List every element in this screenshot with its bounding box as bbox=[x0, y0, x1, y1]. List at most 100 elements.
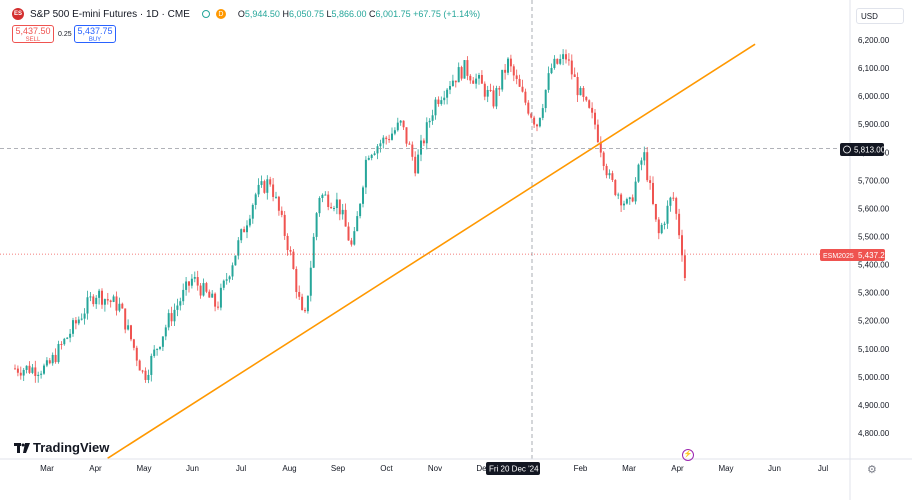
candle-body bbox=[193, 277, 196, 279]
candle-body bbox=[246, 225, 248, 233]
candle-body bbox=[199, 285, 202, 296]
candle-body bbox=[335, 199, 338, 209]
time-tick-label: May bbox=[136, 464, 151, 473]
candle-body bbox=[420, 140, 422, 155]
candle-body bbox=[463, 60, 466, 79]
candle-body bbox=[54, 354, 57, 363]
candle-body bbox=[469, 75, 472, 81]
time-tick-label: Jul bbox=[818, 464, 828, 473]
candle-body bbox=[338, 199, 341, 215]
time-tick-label: Dec bbox=[476, 464, 490, 473]
candle-body bbox=[350, 240, 353, 245]
candle-body bbox=[536, 124, 538, 127]
candle-body bbox=[408, 143, 411, 145]
candle-body bbox=[396, 122, 399, 131]
candle-body bbox=[95, 297, 98, 305]
price-tick-label: 5,700.00 bbox=[858, 176, 890, 185]
candle-body bbox=[466, 60, 469, 76]
candle-body bbox=[678, 213, 681, 236]
candle-body bbox=[425, 122, 428, 144]
candle-body bbox=[318, 198, 321, 214]
chart-title[interactable]: S&P 500 E-mini Futures · 1D · CME bbox=[30, 8, 190, 20]
candle-body bbox=[620, 194, 623, 206]
tradingview-logo-icon bbox=[14, 442, 30, 453]
candle-body bbox=[367, 157, 370, 160]
market-status-icon[interactable] bbox=[201, 10, 210, 18]
time-tick-label: Jun bbox=[768, 464, 781, 473]
candle-body bbox=[376, 146, 379, 154]
candle-body bbox=[654, 204, 657, 220]
candle-body bbox=[364, 159, 367, 188]
candle-body bbox=[277, 196, 280, 211]
candle-body bbox=[391, 133, 393, 140]
candle-body bbox=[507, 58, 509, 73]
sell-button[interactable]: 5,437.50 SELL bbox=[12, 25, 54, 43]
tradingview-logo[interactable]: TradingView bbox=[14, 440, 109, 455]
candle-body bbox=[34, 367, 37, 377]
candle-body bbox=[373, 153, 376, 155]
price-tick-label: 5,300.00 bbox=[858, 289, 890, 298]
candle-body bbox=[118, 303, 121, 311]
candle-body bbox=[608, 173, 611, 176]
trendline[interactable] bbox=[107, 43, 756, 459]
candle-body bbox=[672, 197, 675, 199]
candle-body bbox=[106, 299, 109, 301]
crosshair-price-tag: 5,813.00 bbox=[840, 143, 886, 156]
candle-body bbox=[370, 154, 373, 158]
candle-body bbox=[31, 367, 34, 373]
candle-body bbox=[132, 339, 135, 348]
settings-gear-icon[interactable]: ⚙ bbox=[867, 464, 877, 476]
chart-header: ES S&P 500 E-mini Futures · 1D · CME D O… bbox=[12, 8, 480, 20]
candle-body bbox=[489, 89, 492, 91]
candle-body bbox=[634, 181, 637, 202]
candle-body bbox=[524, 91, 527, 103]
candle-body bbox=[109, 300, 112, 302]
candle-body bbox=[495, 88, 498, 107]
candle-body bbox=[385, 137, 388, 140]
candle-body bbox=[66, 337, 69, 339]
candle-body bbox=[585, 96, 588, 101]
candle-body bbox=[509, 58, 512, 67]
candle-body bbox=[188, 281, 190, 286]
candle-body bbox=[40, 373, 43, 375]
candle-body bbox=[112, 296, 115, 302]
crosshair-date-label: Fri 20 Dec '24 bbox=[489, 465, 539, 474]
candle-body bbox=[646, 152, 649, 181]
candle-body bbox=[393, 130, 396, 134]
candle-body bbox=[208, 291, 211, 298]
candle-body bbox=[86, 297, 89, 314]
time-axis[interactable]: MarAprMayJunJulAugSepOctNovDecJanFebMarA… bbox=[0, 458, 912, 473]
candle-body bbox=[538, 117, 541, 127]
candle-body bbox=[417, 154, 420, 174]
candle-body bbox=[359, 203, 362, 217]
candle-body bbox=[280, 210, 283, 215]
candle-body bbox=[260, 181, 263, 185]
candle-body bbox=[446, 89, 449, 98]
candle-body bbox=[141, 370, 144, 372]
candle-body bbox=[353, 231, 356, 245]
candle-body bbox=[286, 235, 289, 250]
candle-body bbox=[179, 301, 182, 306]
candle-body bbox=[170, 313, 173, 322]
candle-body bbox=[159, 346, 161, 349]
currency-selector[interactable]: USD bbox=[856, 8, 904, 24]
candle-body bbox=[304, 310, 306, 312]
buy-button[interactable]: 5,437.75 BUY bbox=[74, 25, 116, 43]
candle-body bbox=[231, 265, 234, 277]
candle-body bbox=[628, 197, 631, 200]
lightning-event-icon[interactable]: ⚡ bbox=[682, 449, 694, 461]
candle-body bbox=[576, 77, 579, 96]
candle-body bbox=[562, 54, 565, 59]
candle-body bbox=[266, 179, 269, 193]
candle-body bbox=[643, 152, 646, 161]
candle-body bbox=[530, 113, 533, 118]
candle-body bbox=[501, 69, 504, 90]
candle-body bbox=[167, 313, 170, 328]
candle-body bbox=[402, 120, 405, 128]
candle-body bbox=[478, 75, 480, 79]
candle-body bbox=[434, 99, 437, 116]
candle-body bbox=[631, 197, 634, 202]
delayed-data-icon[interactable]: D bbox=[215, 9, 226, 19]
candle-body bbox=[341, 209, 344, 215]
